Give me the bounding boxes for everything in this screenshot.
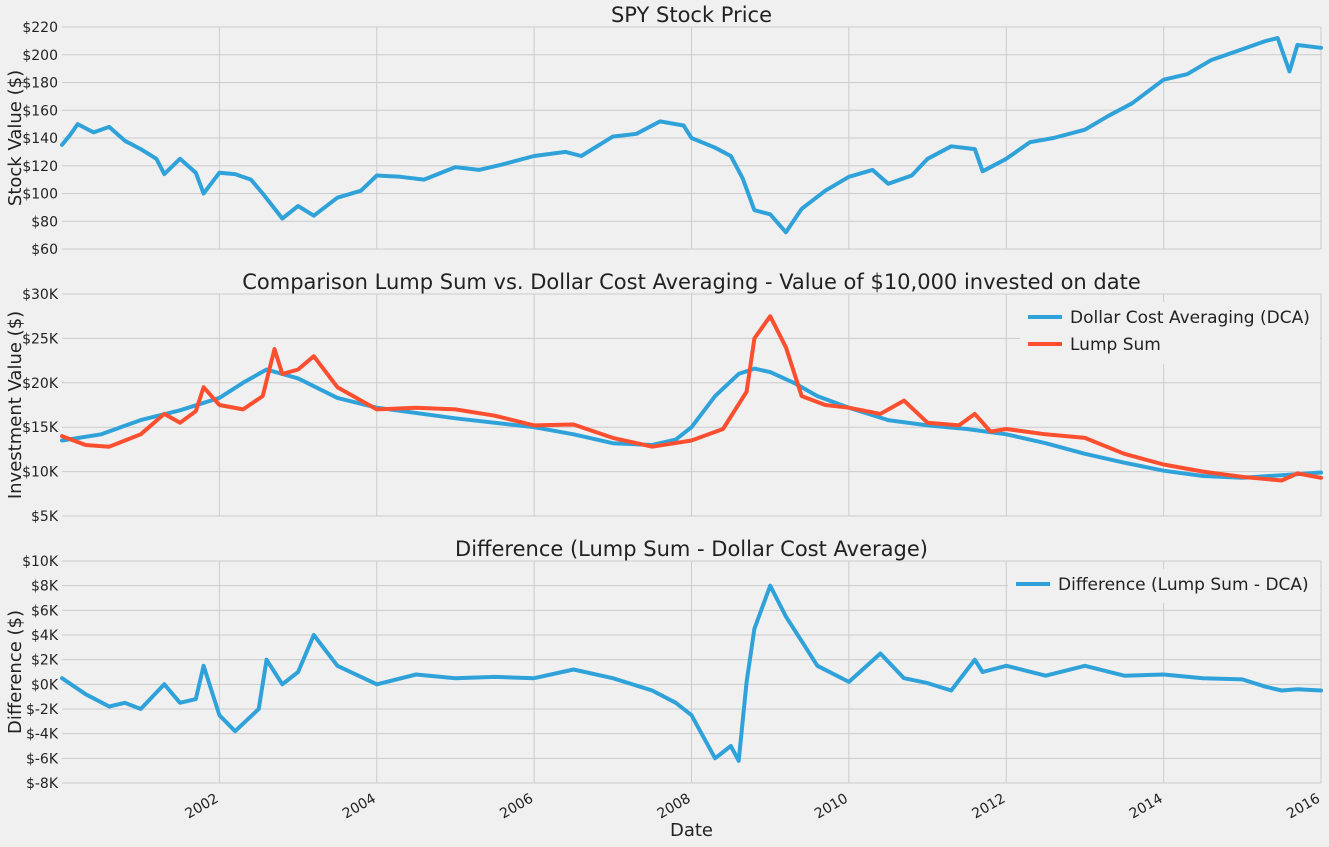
x-tick-label: 2008 bbox=[655, 791, 694, 823]
x-tick-label: 2014 bbox=[1127, 791, 1166, 823]
y-axis-label: Difference ($) bbox=[5, 610, 26, 734]
panel-title: Comparison Lump Sum vs. Dollar Cost Aver… bbox=[242, 270, 1141, 294]
x-tick-label: 2012 bbox=[969, 791, 1008, 823]
y-tick-label: $5K bbox=[31, 509, 59, 525]
y-tick-label: $10K bbox=[22, 554, 59, 570]
y-tick-label: $-6K bbox=[26, 751, 59, 767]
y-tick-label: $4K bbox=[31, 628, 59, 644]
x-axis-label: Date bbox=[670, 820, 713, 841]
y-tick-label: $0K bbox=[31, 677, 59, 693]
y-tick-label: $-2K bbox=[26, 702, 59, 718]
series-line bbox=[60, 314, 1323, 483]
y-tick-label: $120 bbox=[22, 159, 58, 175]
y-tick-label: $10K bbox=[22, 465, 59, 481]
y-tick-label: $220 bbox=[22, 20, 58, 36]
y-tick-label: $6K bbox=[31, 603, 59, 619]
x-tick-label: 2010 bbox=[812, 791, 851, 823]
series-line bbox=[60, 583, 1323, 763]
y-tick-label: $2K bbox=[31, 653, 59, 669]
x-tick-label: 2006 bbox=[497, 791, 536, 823]
y-tick-label: $100 bbox=[22, 187, 58, 203]
y-tick-label: $60 bbox=[31, 242, 58, 258]
x-tick-label: 2002 bbox=[183, 791, 222, 823]
panel-title: SPY Stock Price bbox=[611, 3, 772, 27]
legend-entry: Lump Sum bbox=[1070, 335, 1161, 355]
legend-box bbox=[1008, 569, 1320, 603]
y-tick-label: $30K bbox=[22, 287, 59, 303]
legend-entry: Dollar Cost Averaging (DCA) bbox=[1070, 308, 1310, 328]
y-tick-label: $-8K bbox=[26, 776, 59, 792]
legend-box bbox=[1020, 302, 1320, 364]
y-tick-label: $160 bbox=[22, 103, 58, 119]
panel-title: Difference (Lump Sum - Dollar Cost Avera… bbox=[455, 537, 928, 561]
y-tick-label: $15K bbox=[22, 420, 59, 436]
y-tick-label: $8K bbox=[31, 579, 59, 595]
y-tick-label: $20K bbox=[22, 376, 59, 392]
series-line bbox=[60, 36, 1323, 235]
series-line bbox=[60, 366, 1323, 480]
y-axis-label: Investment Value ($) bbox=[5, 311, 26, 499]
y-axis-label: Stock Value ($) bbox=[5, 70, 26, 206]
y-tick-label: $-4K bbox=[26, 727, 59, 743]
x-tick-label: 2004 bbox=[340, 791, 379, 823]
y-tick-label: $180 bbox=[22, 76, 58, 92]
x-tick-label: 2016 bbox=[1284, 791, 1323, 823]
legend-entry: Difference (Lump Sum - DCA) bbox=[1058, 575, 1309, 595]
y-tick-label: $200 bbox=[22, 48, 58, 64]
y-tick-label: $80 bbox=[31, 214, 58, 230]
y-tick-label: $25K bbox=[22, 331, 59, 347]
y-tick-label: $140 bbox=[22, 131, 58, 147]
